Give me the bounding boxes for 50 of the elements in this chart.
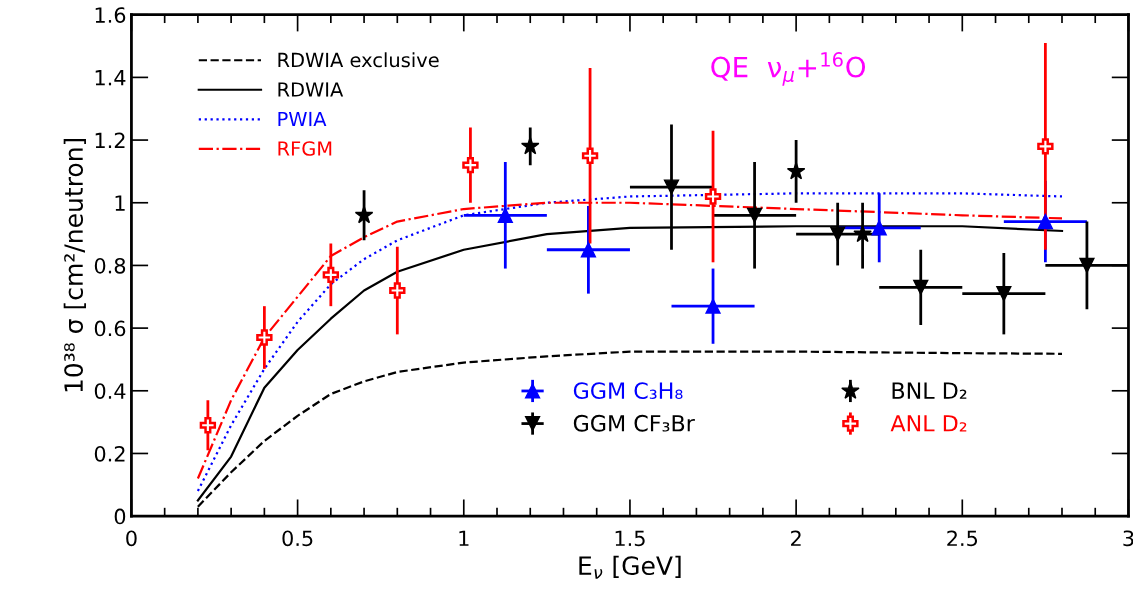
point [199,417,217,434]
legend-label: PWIA [278,111,327,127]
y-tick-label: 0.4 [94,383,126,399]
point [1079,257,1095,274]
point [581,147,599,164]
x-tick-label: 0 [126,530,137,547]
point [704,188,722,205]
x-tick-label: 2.5 [947,530,978,547]
legend-label: RDWIA exclusive [278,52,439,68]
point [830,226,846,242]
y-tick-label: 1.6 [95,7,126,23]
point [322,266,340,284]
y-tick-label: 0.6 [94,320,126,337]
legend-label: GGM CF₃Br [573,414,695,432]
y-tick-label: 0.8 [94,257,126,274]
point [705,298,721,314]
point [663,179,680,195]
point [497,207,513,223]
x-tick-label: 1 [459,530,469,546]
x-tick-label: 0.5 [282,530,313,547]
y-tick-label: 0.2 [94,445,125,462]
point [913,279,929,296]
point [996,285,1012,302]
legend-label: RDWIA [278,82,344,97]
legend-label: GGM C₃H₈ [573,382,683,400]
point [462,156,479,174]
point [746,207,763,223]
point [1037,138,1054,155]
x-axis-title: E$_{ν}$ [GeV] [579,555,681,579]
point [389,282,406,299]
annotation: QE ν$_{μ}$+$^{16}$O [711,52,866,86]
x-tick-label: 2 [791,530,801,546]
legend-label: BNL D₂ [892,382,967,399]
y-tick-label: 1 [115,195,125,211]
legend-label: RFGM [278,141,332,156]
point [354,205,374,224]
x-tick-label: 3 [1123,530,1133,547]
y-tick-label: 0 [114,508,126,525]
point [580,242,597,258]
point [256,329,273,346]
y-axis-title: 10³⁸ σ [cm²/neutron] [63,138,86,392]
point [1037,213,1054,230]
x-tick-label: 1.5 [615,530,645,547]
y-tick-label: 1.2 [95,132,125,148]
y-tick-label: 1.4 [95,70,126,86]
point [520,136,540,155]
legend-label: ANL D₂ [890,415,967,432]
point [871,220,887,236]
point [853,224,872,243]
point [786,161,806,180]
